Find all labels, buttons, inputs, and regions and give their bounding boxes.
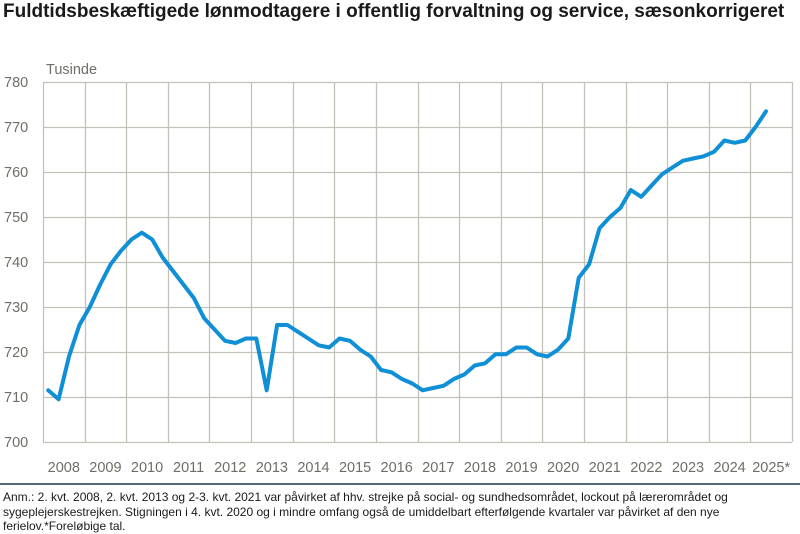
x-tick-label: 2009	[89, 460, 121, 476]
series-line	[46, 109, 768, 402]
x-tick-label: 2023	[672, 460, 704, 476]
series-points	[46, 109, 768, 401]
x-tick-label: 2013	[256, 460, 288, 476]
footnote: Anm.: 2. kvt. 2008, 2. kvt. 2013 og 2-3.…	[3, 490, 728, 533]
x-tick-label: 2010	[131, 460, 163, 476]
y-tick-label: 740	[4, 255, 28, 271]
y-tick-label: 720	[4, 345, 28, 361]
series-layer	[46, 109, 768, 402]
y-tick-label: 710	[4, 390, 28, 406]
x-tick-label: 2012	[214, 460, 246, 476]
x-tick-label: 2016	[381, 460, 413, 476]
y-tick-label: 750	[4, 210, 28, 226]
y-tick-label: 760	[4, 165, 28, 181]
x-tick-label: 2015	[339, 460, 371, 476]
x-tick-label: 2024	[713, 460, 745, 476]
y-tick-label: 730	[4, 300, 28, 316]
x-tick-label: 2017	[422, 460, 454, 476]
x-tick-label: 2020	[547, 460, 579, 476]
x-tick-label: 2014	[297, 460, 329, 476]
x-tick-label: 2022	[630, 460, 662, 476]
x-tick-label: 2008	[48, 460, 80, 476]
x-tick-label: 2018	[464, 460, 496, 476]
y-tick-label: 700	[4, 435, 28, 451]
x-tick-label: 2025*	[752, 460, 790, 476]
y-axis-ticks: 700 710 720 730 740 750 760 770 780	[4, 75, 28, 451]
divider	[0, 483, 800, 485]
x-axis-ticks: 2008 2009 2010 2011 2012 2013 2014 2015 2016 2017…	[48, 460, 791, 476]
y-tick-label: 770	[4, 120, 28, 136]
y-tick-label: 780	[4, 75, 28, 91]
x-tick-label: 2021	[589, 460, 621, 476]
horizontal-gridlines	[43, 81, 792, 444]
y-axis-unit-label: Tusinde	[46, 62, 97, 78]
chart-title: Fuldtidsbeskæftigede lønmodtagere i offe…	[3, 1, 785, 22]
line-chart: 700 710 720 730 740 750 760 770 780 2008 2009 2010…	[4, 62, 794, 476]
x-tick-label: 2019	[505, 460, 537, 476]
x-tick-label: 2011	[173, 460, 204, 476]
